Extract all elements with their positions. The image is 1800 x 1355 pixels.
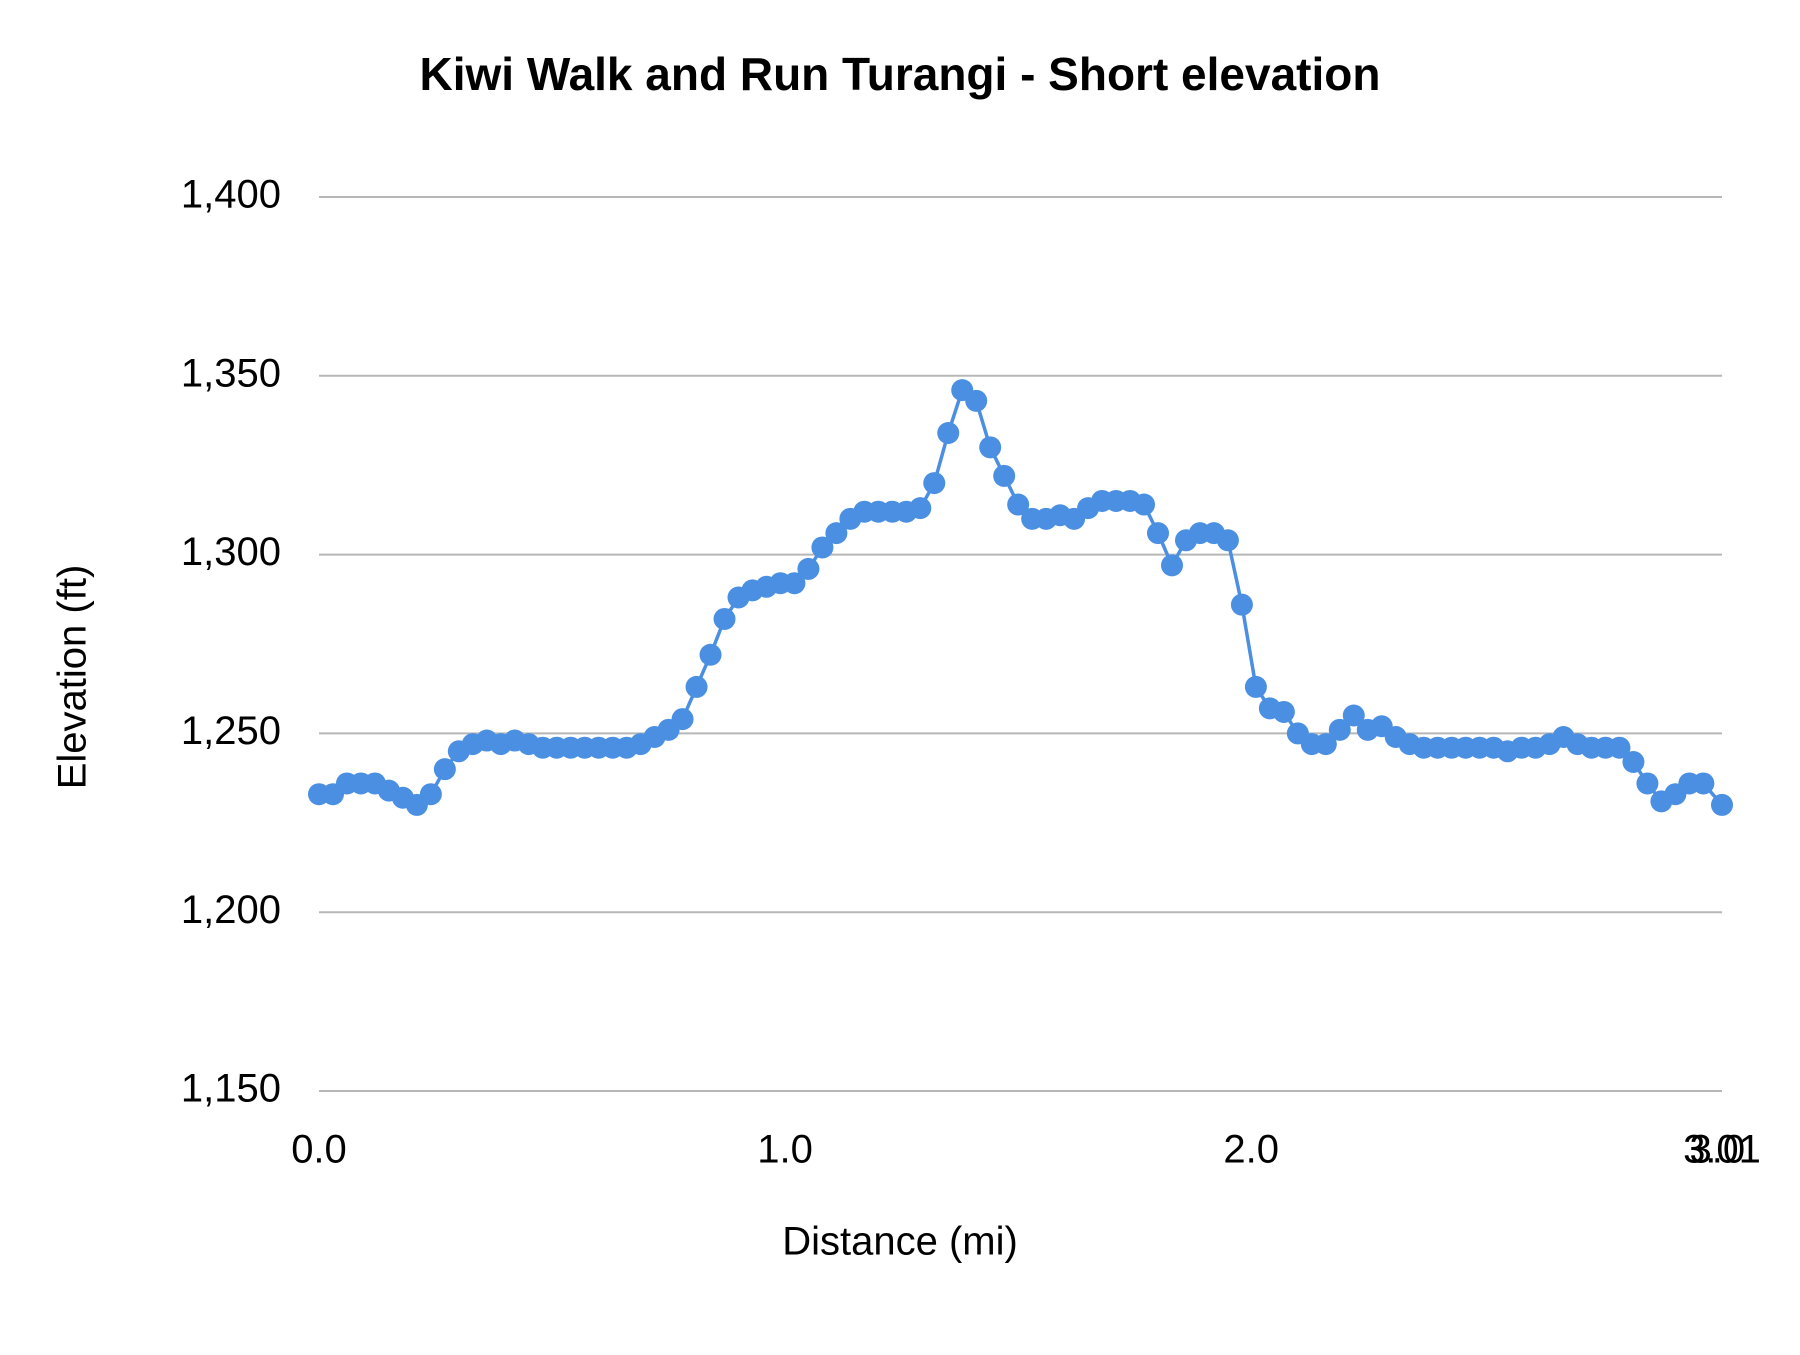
data-point [685,675,708,698]
x-axis-title: Distance (mi) [782,1220,1018,1264]
data-point [1147,522,1170,545]
data-point [433,758,456,781]
data-point [671,708,694,731]
data-point [713,607,736,630]
data-point [979,436,1002,459]
y-tick-label: 1,200 [181,888,281,932]
y-tick-label: 1,150 [181,1067,281,1111]
data-point [699,643,722,666]
data-point [1160,554,1183,577]
data-point [1328,718,1351,741]
data-point [1622,751,1645,774]
data-point [419,783,442,806]
plot-area [308,379,1733,816]
data-point [937,422,960,445]
data-point [965,389,988,412]
data-point [825,522,848,545]
grid [319,196,1722,1092]
data-point [1711,793,1733,816]
y-axis-title: Elevation (ft) [51,565,95,790]
y-tick-label: 1,300 [181,530,281,574]
y-tick-label: 1,250 [181,709,281,753]
data-point [1007,493,1030,516]
x-tick-label: 3.01 [1683,1128,1761,1172]
data-point [1230,593,1253,616]
data-point [993,464,1016,487]
data-point [1272,700,1295,723]
data-point [909,497,932,520]
data-point [1133,493,1156,516]
data-point [1342,704,1365,727]
x-tick-label: 0.0 [291,1128,347,1172]
data-point [811,536,834,559]
data-point [797,557,820,580]
data-point [1244,675,1267,698]
data-point [783,572,806,595]
x-tick-label: 2.0 [1223,1128,1279,1172]
x-tick-label: 1.0 [757,1128,813,1172]
chart-title: Kiwi Walk and Run Turangi - Short elevat… [420,48,1381,100]
data-point [1692,772,1715,795]
data-point [1314,733,1337,756]
data-point [1608,736,1631,759]
x-tick-label: 3.0 [1690,1128,1746,1172]
data-point [923,472,946,495]
y-tick-label: 1,400 [181,173,281,217]
data-point [1216,529,1239,552]
data-point [1636,772,1659,795]
y-tick-label: 1,350 [181,351,281,395]
